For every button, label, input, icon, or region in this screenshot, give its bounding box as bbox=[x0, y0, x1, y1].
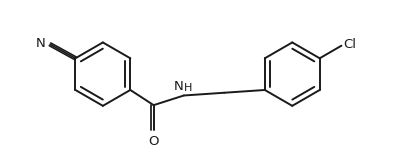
Text: H: H bbox=[184, 83, 193, 93]
Text: N: N bbox=[36, 37, 45, 50]
Text: Cl: Cl bbox=[344, 38, 356, 51]
Text: N: N bbox=[174, 80, 184, 93]
Text: O: O bbox=[148, 135, 159, 148]
